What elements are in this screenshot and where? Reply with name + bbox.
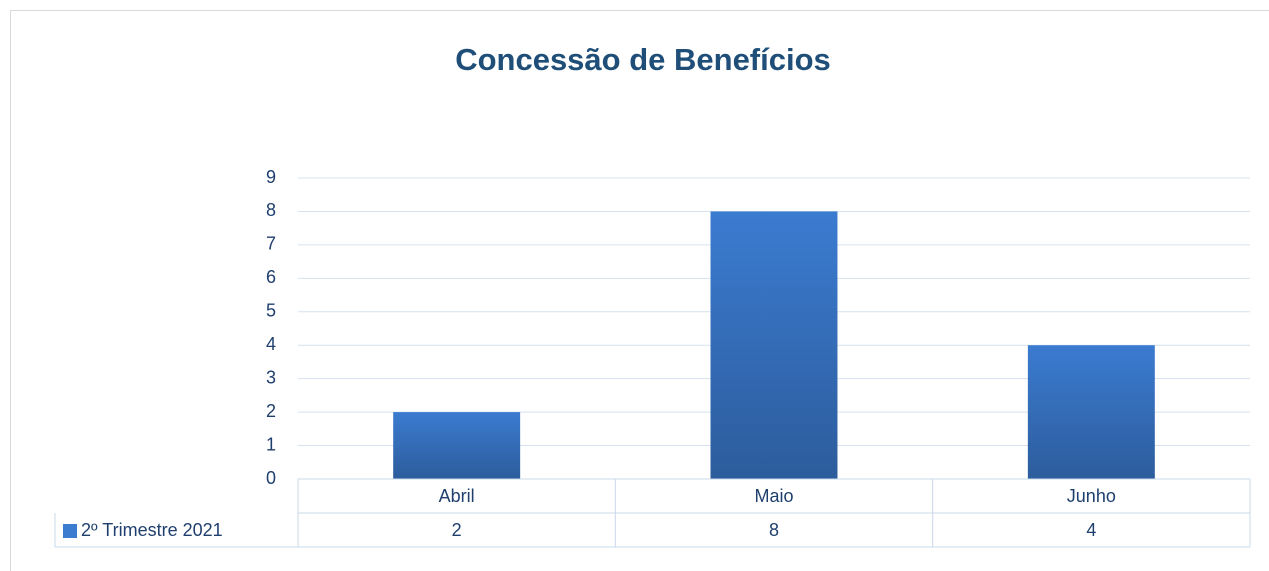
y-tick-label: 3 <box>266 367 276 387</box>
chart-title: Concessão de Benefícios <box>455 42 831 77</box>
y-tick-label: 9 <box>266 167 276 187</box>
chart-border <box>10 10 1269 571</box>
x-tick-label: Abril <box>439 486 475 506</box>
legend-key <box>63 524 77 538</box>
bar-shade <box>1027 345 1155 479</box>
y-tick-label: 1 <box>266 434 276 454</box>
y-tick-label: 8 <box>266 200 276 220</box>
bar-shade <box>710 211 838 479</box>
y-tick-label: 5 <box>266 301 276 321</box>
data-table-value: 4 <box>1086 520 1096 540</box>
bar-shade <box>393 412 521 479</box>
x-tick-label: Maio <box>754 486 793 506</box>
data-table-value: 2 <box>452 520 462 540</box>
x-tick-label: Junho <box>1067 486 1116 506</box>
data-table-value: 8 <box>769 520 779 540</box>
y-tick-label: 6 <box>266 267 276 287</box>
legend-label: 2º Trimestre 2021 <box>81 520 223 540</box>
y-tick-label: 4 <box>266 334 276 354</box>
y-tick-label: 2 <box>266 401 276 421</box>
y-tick-label: 0 <box>266 468 276 488</box>
y-tick-label: 7 <box>266 234 276 254</box>
